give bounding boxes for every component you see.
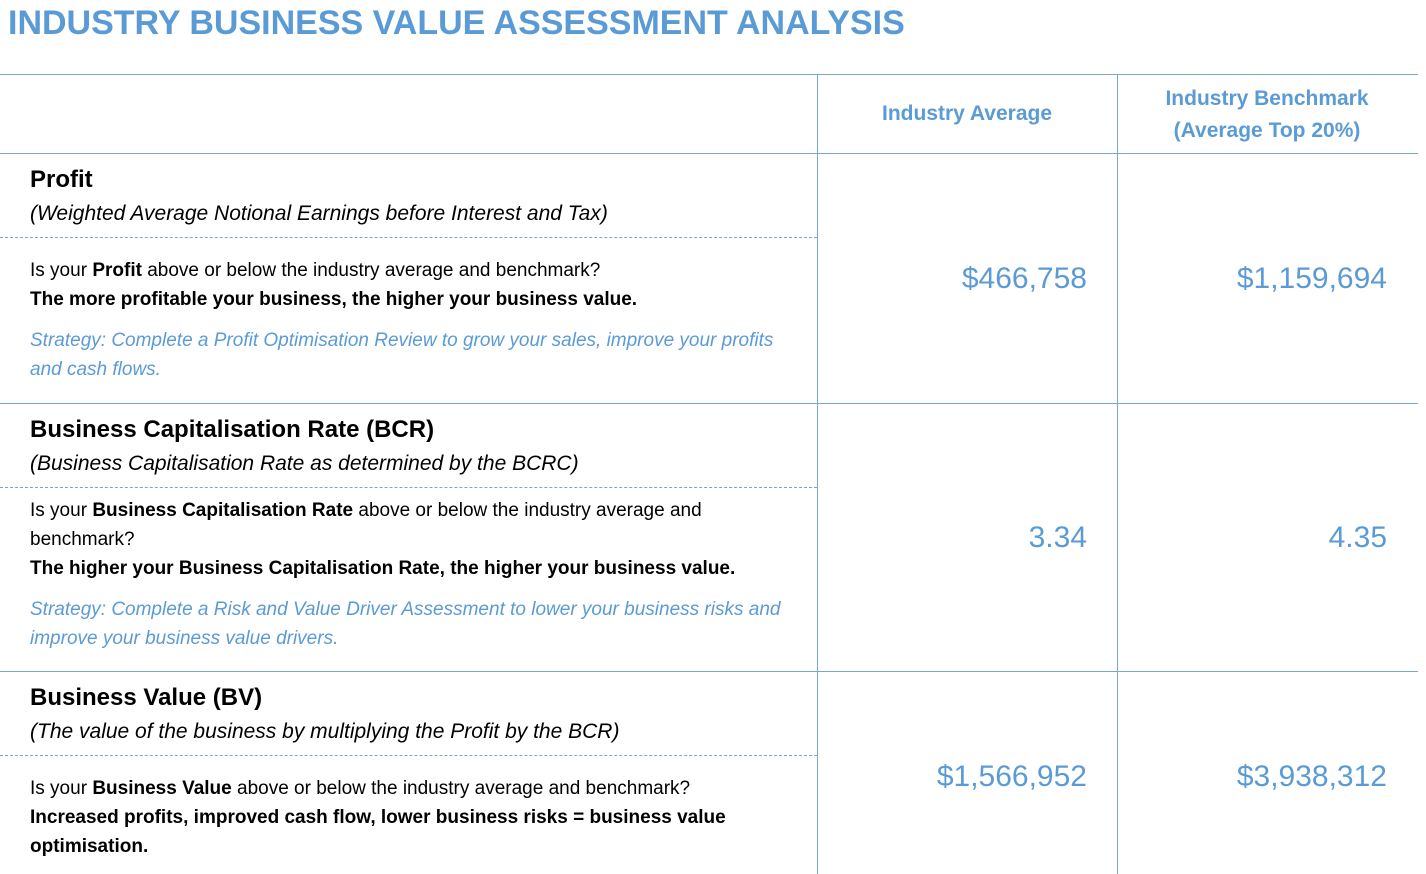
strategy: Strategy: Complete a Profit Optimisation… xyxy=(30,330,774,380)
row-subtitle: (Business Capitalisation Rate as determi… xyxy=(30,452,579,475)
table-border xyxy=(0,403,1418,404)
table-border xyxy=(1117,74,1118,874)
value: $3,938,312 xyxy=(1236,760,1387,793)
value: 3.34 xyxy=(1028,521,1087,554)
divider xyxy=(0,237,817,238)
table-border xyxy=(0,74,1418,75)
question: Is your Profit above or below the indust… xyxy=(30,256,810,285)
header-line: Industry Benchmark xyxy=(1165,87,1369,110)
title: INDUSTRY BUSINESS VALUE ASSESSMENT ANALY… xyxy=(8,4,905,42)
table-row: Business Capitalisation Rate (BCR) (Busi… xyxy=(0,403,817,653)
question: Is your Business Capitalisation Rate abo… xyxy=(30,496,810,554)
column-header: Industry Average xyxy=(817,98,1117,130)
value: $466,758 xyxy=(961,262,1087,295)
header-line: (Average Top 20%) xyxy=(1173,119,1361,142)
text: Is your xyxy=(30,778,93,799)
text: above or below the industry average and … xyxy=(30,500,702,550)
text: Is your xyxy=(30,500,93,521)
strategy: Strategy: Complete a Risk and Value Driv… xyxy=(30,599,781,649)
divider xyxy=(0,755,817,756)
value: $1,159,694 xyxy=(1236,262,1387,295)
row-label: Business Value (BV) xyxy=(30,684,263,711)
table-border xyxy=(0,153,1418,154)
row-label: Business Capitalisation Rate (BCR) xyxy=(30,416,435,443)
text: Business Capitalisation Rate xyxy=(92,500,354,521)
statement: The more profitable your business, the h… xyxy=(30,289,638,310)
value: 4.35 xyxy=(1328,521,1387,554)
text: Is your xyxy=(30,260,93,281)
table-row: Profit (Weighted Average Notional Earnin… xyxy=(0,153,817,384)
text: Business Value xyxy=(92,778,232,799)
table-border xyxy=(0,671,1418,672)
table-border xyxy=(817,74,818,874)
table-row: Business Value (BV) (The value of the bu… xyxy=(0,671,817,861)
text: above or below the industry average and … xyxy=(141,260,601,281)
value: $1,566,952 xyxy=(936,760,1087,793)
question: Is your Business Value above or below th… xyxy=(30,774,810,803)
text: above or below the industry average and … xyxy=(231,778,691,799)
statement: The higher your Business Capitalisation … xyxy=(30,558,736,579)
row-label: Profit xyxy=(30,166,93,193)
header-line: Industry Average xyxy=(882,102,1052,125)
text: Profit xyxy=(92,260,142,281)
divider xyxy=(0,487,817,488)
row-subtitle: (The value of the business by multiplyin… xyxy=(30,720,620,743)
row-subtitle: (Weighted Average Notional Earnings befo… xyxy=(30,202,608,225)
statement: Increased profits, improved cash flow, l… xyxy=(30,807,726,857)
column-header: Industry Benchmark (Average Top 20%) xyxy=(1117,83,1417,147)
